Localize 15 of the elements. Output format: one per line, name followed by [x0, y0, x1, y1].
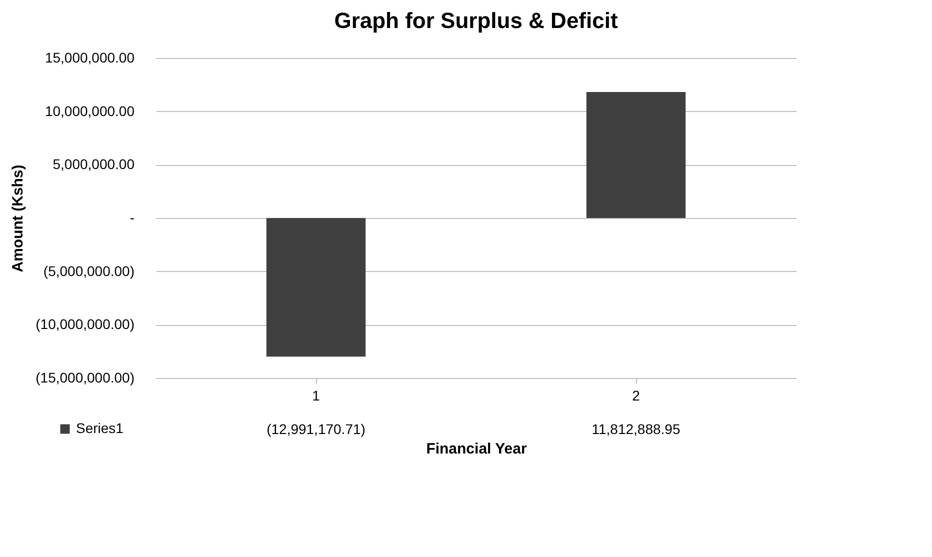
x-tick-label: 1 — [312, 388, 320, 404]
chart-title: Graph for Surplus & Deficit — [334, 8, 618, 33]
y-tick-label: (5,000,000.00) — [43, 262, 134, 279]
y-tick-label: 5,000,000.00 — [52, 156, 135, 172]
legend-label: Series1 — [76, 420, 124, 436]
y-axis-title: Amount (Kshs) — [10, 164, 27, 272]
data-label: 11,812,888.95 — [592, 421, 680, 437]
y-tick-label: 10,000,000.00 — [44, 102, 135, 119]
y-tick-label: (10,000,000.00) — [36, 316, 134, 332]
x-axis-title: Financial Year — [426, 440, 527, 458]
data-label: (12,991,170.71) — [266, 421, 366, 437]
x-tick-label: 2 — [632, 388, 640, 404]
y-tick-label: 15,000,000.00 — [44, 50, 135, 66]
y-tick-label: - — [130, 210, 135, 226]
y-tick-label: (15,000,000.00) — [36, 370, 134, 386]
